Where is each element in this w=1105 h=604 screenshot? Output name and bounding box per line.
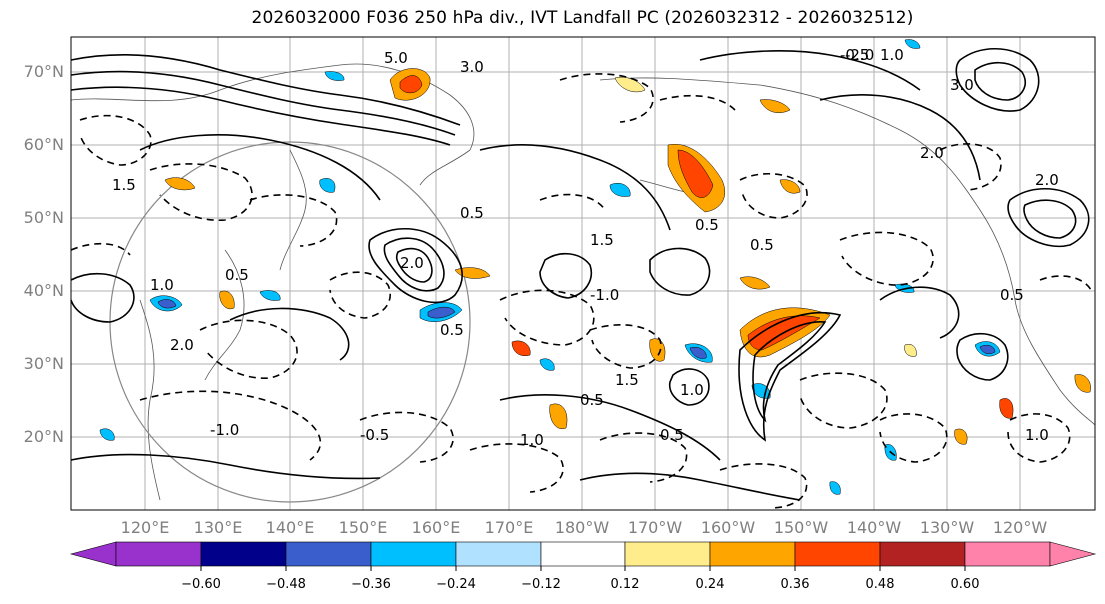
colorbar-tick-label: 0.60 xyxy=(950,577,980,592)
lon-label: 130°W xyxy=(919,518,975,537)
contour-label: -0.5 xyxy=(360,426,389,444)
plot-area xyxy=(71,37,1095,510)
colorbar-tick-label: 0.48 xyxy=(865,577,895,592)
contour-label: 0.5 xyxy=(1000,286,1024,304)
contour-label: 0.5 xyxy=(750,236,774,254)
lon-label: 180°W xyxy=(554,518,610,537)
plot-frame xyxy=(70,36,1096,511)
colorbar-min-extension xyxy=(69,541,117,567)
contour-label: 0.5 xyxy=(225,266,249,284)
contour-label: 0.5 xyxy=(460,204,484,222)
contour-label: 1.5 xyxy=(615,371,639,389)
contour-label: 1.0 xyxy=(1025,426,1049,444)
coastlines xyxy=(70,63,1096,501)
lat-label: 60°N xyxy=(23,135,64,154)
contour-label: 2.0 xyxy=(1035,171,1059,189)
colorbar-tick-label: −0.48 xyxy=(266,577,306,592)
contour-label: 1.0 xyxy=(520,431,544,449)
contour-label: 5.0 xyxy=(384,49,408,67)
contour-label: 3.0 xyxy=(460,58,484,76)
colorbar-segment xyxy=(879,541,966,567)
dashed-contours xyxy=(70,73,1093,509)
lat-label: 40°N xyxy=(23,281,64,300)
negative-shading xyxy=(99,39,1001,495)
lat-label: 70°N xyxy=(23,62,64,81)
contour-label: 2.0 xyxy=(920,144,944,162)
colorbar-segment xyxy=(200,541,287,567)
contour-label: 2.0 xyxy=(170,336,194,354)
lon-label: 160°E xyxy=(411,518,461,537)
lon-label: 140°E xyxy=(265,518,315,537)
lat-label: 50°N xyxy=(23,208,64,227)
colorbar-ticks xyxy=(200,566,966,571)
contour-label: 1.5 xyxy=(590,231,614,249)
colorbar-segment xyxy=(285,541,372,567)
lon-label: 160°W xyxy=(700,518,756,537)
lon-label: 130°E xyxy=(193,518,243,537)
map-title: 2026032000 F036 250 hPa div., IVT Landfa… xyxy=(251,8,914,28)
colorbar-segment xyxy=(540,541,626,567)
lon-label: 120°E xyxy=(120,518,170,537)
lon-label: 150°W xyxy=(773,518,829,537)
contour-label: 0.5 xyxy=(660,426,684,444)
colorbar-segment xyxy=(794,541,881,567)
solid-contours xyxy=(70,48,1090,501)
colorbar-tick-label: −0.24 xyxy=(436,577,476,592)
colorbar-segment xyxy=(455,541,542,567)
contour-label: 0.5 xyxy=(440,321,464,339)
contour-label: -1.0 xyxy=(590,286,619,304)
colorbar-segment xyxy=(624,541,711,567)
colorbar-max-extension xyxy=(1049,541,1097,567)
lon-label: 120°W xyxy=(992,518,1048,537)
colorbar-tick-label: −0.60 xyxy=(181,577,221,592)
lon-label: 170°E xyxy=(484,518,534,537)
contour-label: 1.0 xyxy=(150,276,174,294)
lon-label: 150°E xyxy=(338,518,388,537)
contour-label: 0.5 xyxy=(580,391,604,409)
colorbar-tick-label: 0.24 xyxy=(695,577,725,592)
colorbar-tick-label: −0.12 xyxy=(521,577,561,592)
colorbar-segment xyxy=(370,541,457,567)
contour-label: -2.0 xyxy=(845,46,874,64)
contour-label: -0.5 xyxy=(840,46,869,64)
colorbar-tick-label: −0.36 xyxy=(351,577,391,592)
lat-label: 20°N xyxy=(23,427,64,446)
contour-label: 0.5 xyxy=(695,216,719,234)
colorbar-segment xyxy=(964,541,1051,567)
contour-label: 1.0 xyxy=(880,46,904,64)
colorbar-tick-label: 0.12 xyxy=(610,577,640,592)
lat-label: 30°N xyxy=(23,354,64,373)
contour-label: 1.0 xyxy=(680,381,704,399)
lon-label: 170°W xyxy=(627,518,683,537)
colorbar-segment xyxy=(709,541,796,567)
graticule xyxy=(71,37,1095,510)
contour-labels: 5.0 3.0 2.0 1.5 1.0 0.5 -0.5 -1.0 2.0 0.… xyxy=(112,46,1059,449)
contour-label: 3.0 xyxy=(950,76,974,94)
colorbar-tick-label: 0.36 xyxy=(780,577,810,592)
lon-label: 140°W xyxy=(846,518,902,537)
contour-label: 2.0 xyxy=(400,254,424,272)
contour-label: -1.0 xyxy=(210,421,239,439)
colorbar-segment xyxy=(115,541,202,567)
contour-label: 1.5 xyxy=(112,176,136,194)
colorbar xyxy=(69,541,1097,567)
